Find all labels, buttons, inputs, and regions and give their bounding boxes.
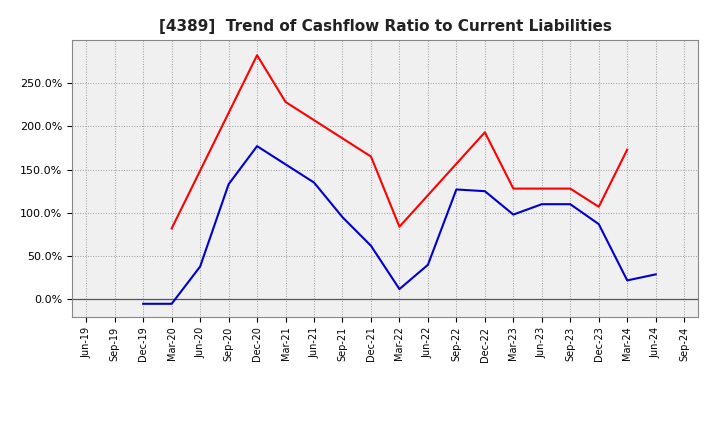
Free CF to Current Liabilities (167, 301, 176, 306)
Operating CF to Current Liabilities (509, 186, 518, 191)
Free CF to Current Liabilities (452, 187, 461, 192)
Free CF to Current Liabilities (225, 182, 233, 187)
Free CF to Current Liabilities (595, 221, 603, 227)
Free CF to Current Liabilities (480, 189, 489, 194)
Operating CF to Current Liabilities (253, 52, 261, 58)
Free CF to Current Liabilities (310, 180, 318, 185)
Free CF to Current Liabilities (623, 278, 631, 283)
Operating CF to Current Liabilities (282, 99, 290, 105)
Free CF to Current Liabilities (395, 286, 404, 292)
Free CF to Current Liabilities (253, 143, 261, 149)
Free CF to Current Liabilities (196, 264, 204, 269)
Free CF to Current Liabilities (652, 272, 660, 277)
Operating CF to Current Liabilities (623, 147, 631, 152)
Operating CF to Current Liabilities (167, 226, 176, 231)
Legend: Operating CF to Current Liabilities, Free CF to Current Liabilities: Operating CF to Current Liabilities, Fre… (148, 439, 623, 440)
Operating CF to Current Liabilities (480, 130, 489, 135)
Operating CF to Current Liabilities (566, 186, 575, 191)
Free CF to Current Liabilities (139, 301, 148, 306)
Free CF to Current Liabilities (423, 262, 432, 268)
Operating CF to Current Liabilities (366, 154, 375, 159)
Free CF to Current Liabilities (566, 202, 575, 207)
Free CF to Current Liabilities (366, 243, 375, 249)
Line: Free CF to Current Liabilities: Free CF to Current Liabilities (143, 146, 656, 304)
Operating CF to Current Liabilities (595, 204, 603, 209)
Free CF to Current Liabilities (338, 215, 347, 220)
Free CF to Current Liabilities (509, 212, 518, 217)
Free CF to Current Liabilities (537, 202, 546, 207)
Title: [4389]  Trend of Cashflow Ratio to Current Liabilities: [4389] Trend of Cashflow Ratio to Curren… (159, 19, 611, 34)
Operating CF to Current Liabilities (537, 186, 546, 191)
Free CF to Current Liabilities (282, 161, 290, 167)
Operating CF to Current Liabilities (395, 224, 404, 229)
Line: Operating CF to Current Liabilities: Operating CF to Current Liabilities (171, 55, 627, 228)
